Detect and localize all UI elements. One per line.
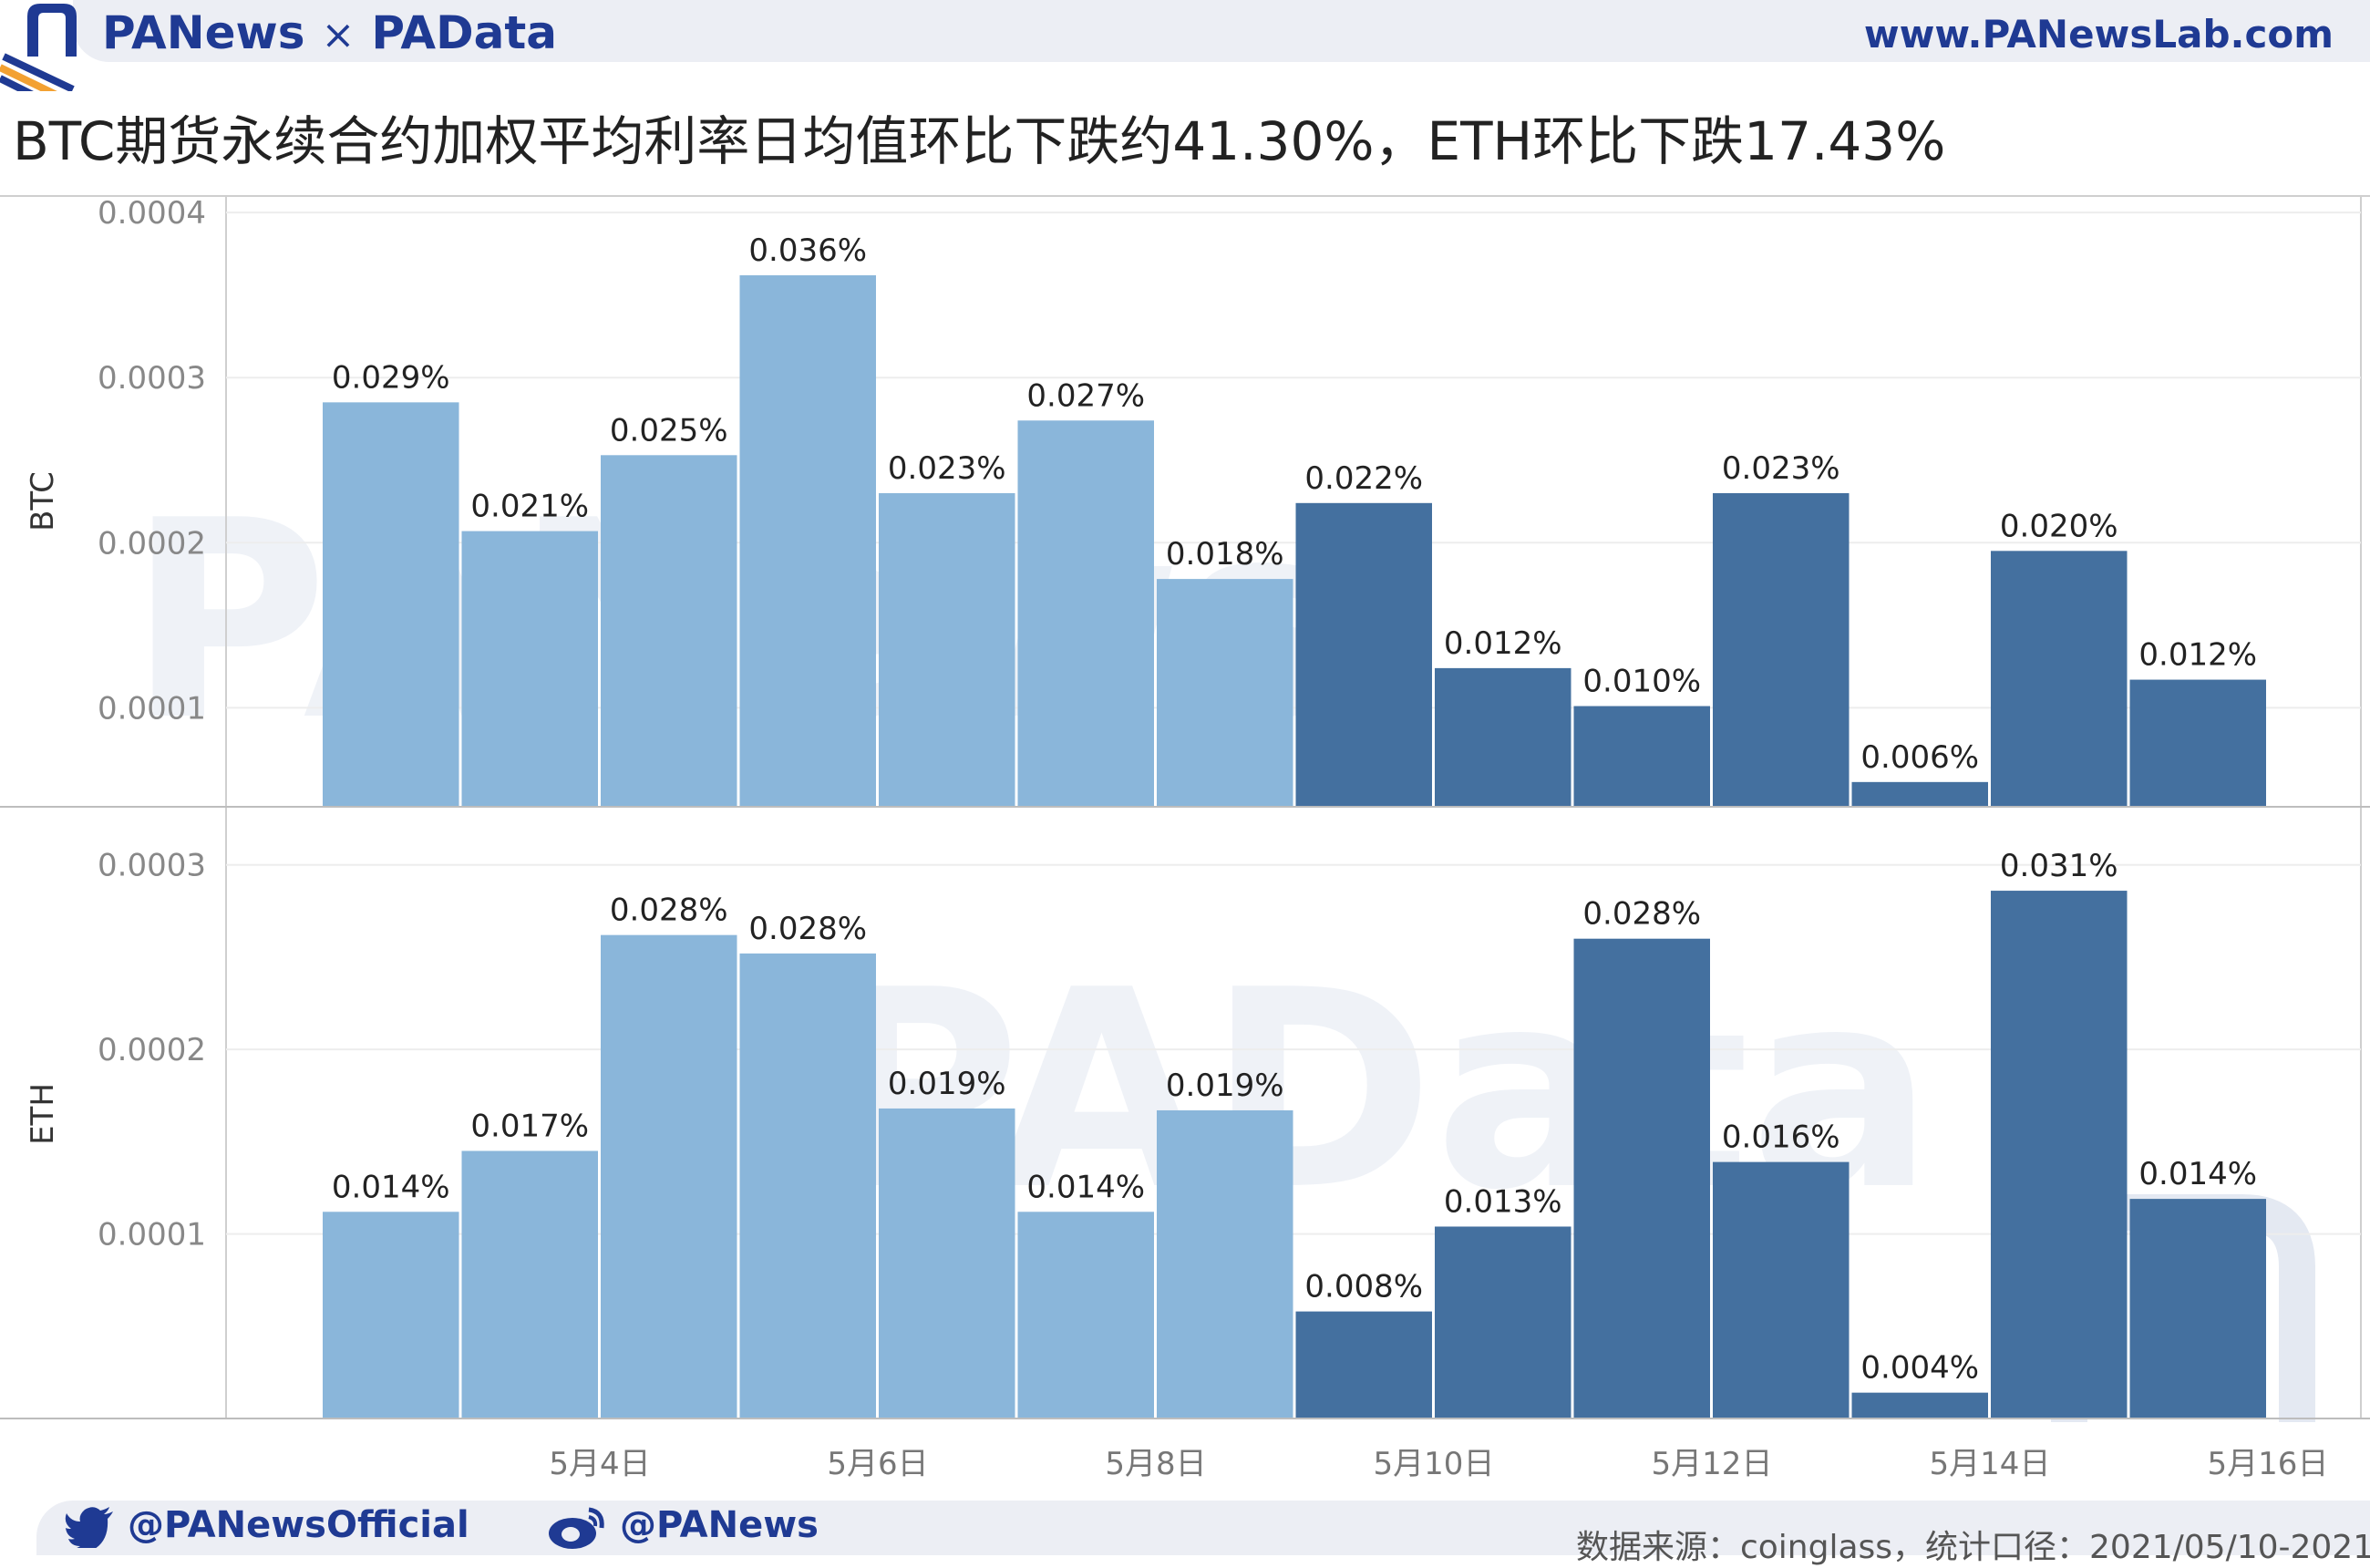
panel-btc: 0.0001 0.0002 0.0003 0.0004 BTC 0.029% 0.021% 0… xyxy=(0,195,2370,808)
bar xyxy=(1851,781,1988,807)
data-label: 0.018% xyxy=(1166,536,1284,573)
data-label: 0.014% xyxy=(2138,1156,2257,1192)
data-label: 0.012% xyxy=(1444,625,1562,662)
weibo-handle-text: @PANews xyxy=(620,1504,819,1546)
bar xyxy=(1157,1109,1293,1418)
bar xyxy=(1713,1161,1850,1418)
y-tick-label: 0.0002 xyxy=(98,525,206,562)
data-label: 0.021% xyxy=(470,489,589,525)
bar xyxy=(323,1212,459,1418)
x-tick-label: 5月12日 xyxy=(1652,1446,1773,1482)
bar xyxy=(1017,1212,1154,1418)
data-label: 0.019% xyxy=(888,1066,1006,1102)
bar xyxy=(1991,891,2128,1418)
x-axis: 5月4日 5月6日 5月8日 5月10日 5月12日 5月14日 5月16日 xyxy=(549,1446,2328,1482)
y-tick-label: 0.0001 xyxy=(98,1217,206,1253)
chart-title: BTC期货永续合约加权平均利率日均值环比下跌约41.30%，ETH环比下跌17.… xyxy=(13,110,1946,172)
bar xyxy=(1157,579,1293,807)
bar xyxy=(739,274,876,807)
data-label: 0.036% xyxy=(748,232,867,269)
header-bar xyxy=(73,0,2370,62)
x-tick-label: 5月16日 xyxy=(2208,1446,2329,1482)
data-label: 0.027% xyxy=(1026,377,1145,414)
data-label: 0.028% xyxy=(748,911,867,947)
bar xyxy=(2129,679,2266,807)
data-label: 0.012% xyxy=(2138,637,2257,674)
y-axis-label: BTC xyxy=(25,471,61,531)
bar xyxy=(1017,420,1154,807)
bar xyxy=(879,492,1015,807)
bar xyxy=(1295,502,1432,807)
bar xyxy=(879,1108,1015,1418)
x-tick-label: 5月8日 xyxy=(1105,1446,1206,1482)
chart-panels: 0.0001 0.0002 0.0003 0.0004 BTC 0.029% 0.021% 0… xyxy=(0,195,2370,1419)
site-url[interactable]: www.PANewsLab.com xyxy=(1863,12,2334,57)
y-tick-label: 0.0001 xyxy=(98,690,206,727)
bar xyxy=(1573,938,1710,1418)
brand-times: × xyxy=(321,12,356,58)
x-tick-label: 5月4日 xyxy=(549,1446,650,1482)
bar xyxy=(2129,1199,2266,1418)
data-label: 0.016% xyxy=(1722,1119,1840,1156)
y-tick-label: 0.0002 xyxy=(98,1032,206,1068)
data-label: 0.008% xyxy=(1304,1269,1423,1305)
data-label: 0.019% xyxy=(1166,1068,1284,1104)
x-tick-label: 5月10日 xyxy=(1374,1446,1495,1482)
data-label: 0.025% xyxy=(610,412,728,449)
data-label: 0.017% xyxy=(470,1108,589,1144)
brand-panews: PANews xyxy=(102,6,305,59)
data-label: 0.029% xyxy=(332,359,450,396)
bar xyxy=(1573,706,1710,807)
bar xyxy=(601,934,737,1418)
bar xyxy=(461,1150,598,1418)
data-label: 0.006% xyxy=(1860,739,1979,776)
bar xyxy=(323,402,459,807)
twitter-handle-text: @PANewsOfficial xyxy=(128,1504,469,1546)
data-source-note: 数据来源：coinglass，统计口径：2021/05/10-2021/05/1… xyxy=(1575,1529,2370,1566)
bar xyxy=(1851,1392,1988,1418)
x-tick-label: 5月6日 xyxy=(827,1446,928,1482)
y-axis-label: ETH xyxy=(25,1083,61,1145)
brand-line: PANews × PAData xyxy=(102,4,557,62)
data-label: 0.004% xyxy=(1860,1350,1979,1387)
bar xyxy=(1435,667,1571,807)
bar xyxy=(1295,1311,1432,1418)
panel-eth: 0.0001 0.0002 0.0003 ETH 0.014% 0.017% 0.028% 0… xyxy=(0,848,2370,1419)
twitter-handle[interactable]: @PANewsOfficial xyxy=(64,1504,469,1548)
twitter-icon xyxy=(65,1507,113,1548)
y-tick-label: 0.0003 xyxy=(98,360,206,397)
data-label: 0.031% xyxy=(2000,848,2118,884)
data-label: 0.013% xyxy=(1444,1183,1562,1220)
bar xyxy=(1435,1226,1571,1418)
bar xyxy=(1991,551,2128,807)
data-label: 0.014% xyxy=(332,1169,450,1205)
panews-logo-icon xyxy=(0,4,77,91)
data-label: 0.022% xyxy=(1304,460,1423,497)
brand-padata: PAData xyxy=(371,6,557,59)
data-label: 0.014% xyxy=(1026,1169,1145,1205)
bar xyxy=(1713,492,1850,807)
bar xyxy=(461,531,598,807)
bar xyxy=(739,953,876,1418)
x-tick-label: 5月14日 xyxy=(1930,1446,2051,1482)
y-tick-label: 0.0004 xyxy=(98,195,206,232)
weibo-icon xyxy=(549,1507,604,1549)
data-label: 0.028% xyxy=(610,892,728,929)
y-tick-label: 0.0003 xyxy=(98,848,206,884)
data-label: 0.020% xyxy=(2000,508,2118,544)
data-label: 0.023% xyxy=(1722,450,1840,487)
data-label: 0.028% xyxy=(1582,896,1701,933)
bar xyxy=(601,455,737,807)
weibo-handle[interactable]: @PANews xyxy=(547,1504,819,1550)
data-label: 0.023% xyxy=(888,450,1006,487)
data-label: 0.010% xyxy=(1582,664,1701,700)
